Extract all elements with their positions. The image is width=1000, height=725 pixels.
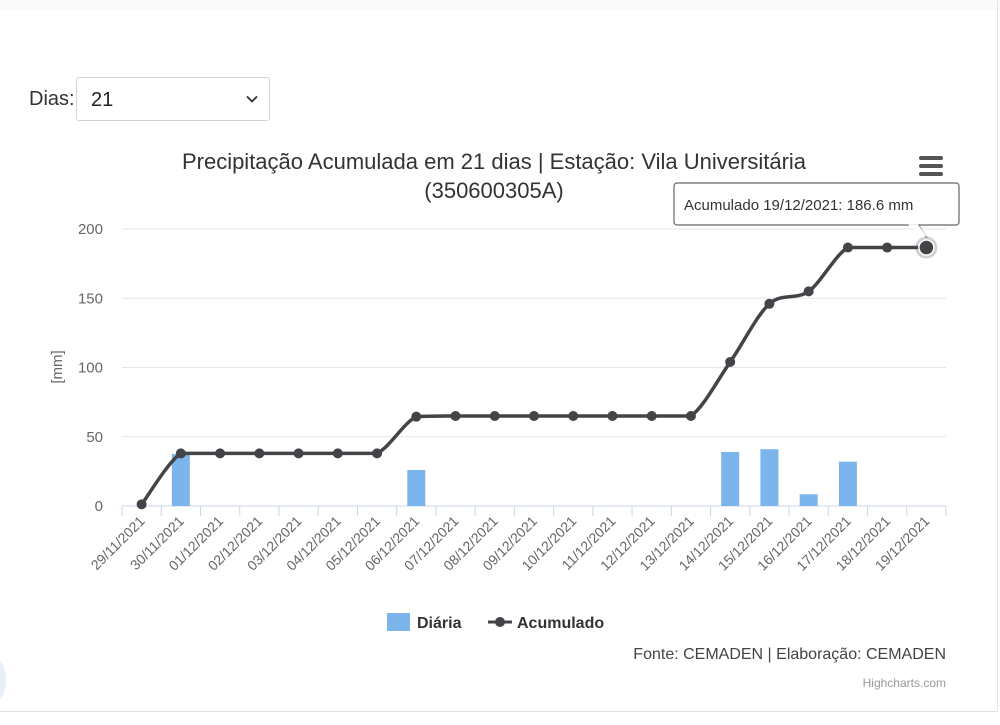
y-tick-label: 50 [86,429,103,446]
acumulado-line [140,245,927,506]
point-acumulado[interactable] [254,448,265,459]
bar-diaria[interactable] [760,449,779,506]
y-tick-label: 200 [78,221,103,238]
legend: Diária Acumulado [387,613,604,632]
x-axis: 29/11/202130/11/202101/12/202102/12/2021… [88,505,947,574]
y-axis-label: [mm] [49,350,66,383]
bar-diaria[interactable] [799,494,818,506]
legend-item-diaria[interactable]: Diária [387,613,462,632]
tooltip-text: Acumulado 19/12/2021: 186.6 mm [684,197,913,214]
point-acumulado[interactable] [175,448,186,459]
point-acumulado[interactable] [215,448,226,459]
y-tick-label: 0 [95,498,103,515]
tooltip: Acumulado 19/12/2021: 186.6 mm [673,182,960,239]
point-acumulado[interactable] [646,410,657,421]
top-border [0,0,1000,10]
bar-diaria[interactable] [721,451,740,506]
right-border [997,0,998,712]
point-acumulado[interactable] [568,410,579,421]
daily-bars [171,449,857,506]
edge-decoration [0,660,6,700]
point-acumulado[interactable] [489,410,500,421]
bar-diaria[interactable] [407,469,426,506]
point-acumulado[interactable] [136,499,147,510]
acumulado-points [136,236,938,510]
point-acumulado-active[interactable] [918,239,935,256]
chart-title-line2: (350600305A) [424,178,563,203]
chevron-down-icon [246,95,258,103]
point-acumulado[interactable] [372,448,383,459]
point-acumulado[interactable] [332,448,343,459]
dias-label: Dias: [29,88,75,110]
chart-title-line1: Precipitação Acumulada em 21 dias | Esta… [182,149,807,174]
y-tick-label: 100 [78,360,103,377]
point-acumulado[interactable] [411,411,422,422]
bar-diaria[interactable] [171,454,190,506]
grid-lines [122,228,946,438]
hamburger-menu-icon[interactable] [916,152,946,178]
point-acumulado[interactable] [764,298,775,309]
point-acumulado[interactable] [607,410,618,421]
point-acumulado[interactable] [450,410,461,421]
point-acumulado[interactable] [842,242,853,253]
point-acumulado[interactable] [685,410,696,421]
credits-highcharts[interactable]: Highcharts.com [863,676,946,690]
legend-acumulado-label: Acumulado [517,615,604,632]
dias-select-value: 21 [91,89,114,111]
legend-item-acumulado[interactable]: Acumulado [488,615,604,632]
bottom-border [0,711,997,712]
point-acumulado[interactable] [803,286,814,297]
credits-source: Fonte: CEMADEN | Elaboração: CEMADEN [633,646,946,663]
point-acumulado[interactable] [529,410,539,421]
dias-select[interactable]: 21 [76,77,270,121]
point-acumulado[interactable] [725,356,736,367]
point-acumulado[interactable] [882,242,893,253]
y-axis-ticks: 0 50 100 150 200 [78,221,103,515]
legend-diaria-label: Diária [417,615,462,632]
point-acumulado[interactable] [293,448,304,459]
y-tick-label: 150 [78,290,103,307]
bar-diaria[interactable] [838,461,857,506]
